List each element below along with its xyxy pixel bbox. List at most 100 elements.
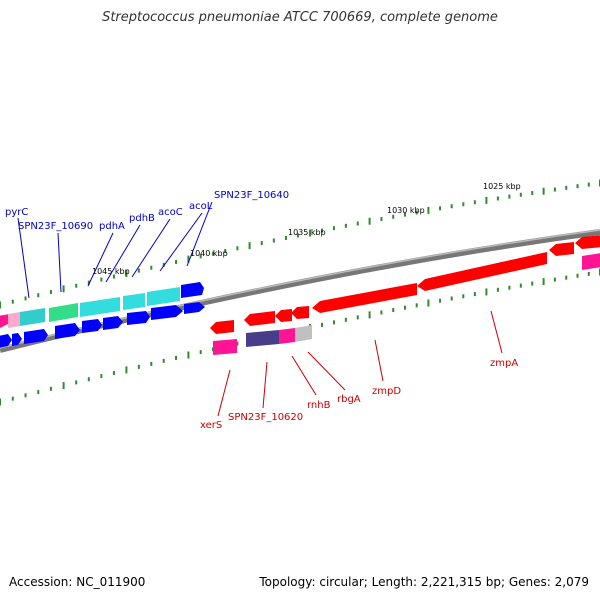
gene-arrow[interactable] — [213, 339, 237, 355]
scale-tick — [272, 238, 275, 243]
gene-arrow[interactable] — [49, 303, 78, 322]
scale-tick — [199, 254, 202, 259]
label-acoL[interactable]: acoL — [189, 201, 213, 212]
scale-tick — [576, 184, 579, 189]
scale-tick — [11, 299, 14, 304]
forward-genes-lower — [0, 302, 205, 348]
scale-tick — [332, 226, 335, 231]
scale-tick — [519, 283, 522, 288]
gene-arrow[interactable] — [312, 283, 417, 313]
scale-tick — [162, 262, 165, 267]
scale-tick — [380, 216, 383, 221]
forward-labels: pyrC SPN23F_10690 pdhA pdhB acoC acoL SP… — [5, 190, 289, 299]
scale-tick — [75, 283, 78, 288]
reverse-labels: xerS SPN23F_10620 rnhB rbgA zmpD zmpA — [200, 310, 518, 431]
scale-tick — [565, 185, 568, 190]
scale-tick — [332, 320, 335, 325]
scale-tick — [100, 374, 103, 379]
scale-tick — [450, 204, 453, 209]
gene-arrow[interactable] — [123, 293, 145, 310]
scale-tick — [344, 223, 347, 228]
scale-tick — [150, 265, 153, 270]
gene-arrow[interactable] — [127, 311, 150, 325]
scale-tick — [175, 259, 178, 264]
scale-tick — [320, 228, 323, 233]
scale-label-1040: 1040 kbp — [190, 249, 228, 258]
gene-arrow[interactable] — [20, 308, 45, 326]
scale-tick — [87, 377, 90, 382]
outer-tick-row — [0, 179, 600, 309]
reverse-genes-lower — [213, 253, 600, 355]
scale-tick — [531, 281, 534, 286]
scale-tick — [565, 275, 568, 280]
gene-arrow[interactable] — [82, 319, 102, 333]
scale-tick — [462, 294, 465, 299]
gene-arrow[interactable] — [279, 328, 295, 344]
scale-label-1035: 1035 kbp — [288, 228, 326, 237]
scale-tick — [296, 233, 299, 238]
scale-tick — [112, 370, 115, 375]
label-pdhA[interactable]: pdhA — [99, 221, 125, 232]
reverse-genes-upper — [210, 235, 600, 334]
gene-arrow[interactable] — [151, 305, 183, 320]
gene-arrow[interactable] — [103, 316, 123, 330]
gene-arrow[interactable] — [575, 235, 600, 249]
label-zmpA[interactable]: zmpA — [490, 358, 518, 369]
scale-tick — [344, 317, 347, 322]
gene-arrow[interactable] — [244, 311, 275, 326]
gene-arrow[interactable] — [0, 334, 12, 348]
gene-arrow[interactable] — [184, 302, 205, 314]
scale-tick — [462, 202, 465, 207]
label-zmpD[interactable]: zmpD — [372, 386, 401, 397]
scale-tick — [473, 200, 476, 205]
scale-tick — [496, 287, 499, 292]
scale-tick — [439, 298, 442, 303]
scale-tick — [37, 390, 40, 395]
label-pdhB[interactable]: pdhB — [129, 213, 155, 224]
gene-arrow[interactable] — [55, 323, 80, 339]
scale-tick — [368, 217, 371, 225]
scale-tick — [553, 277, 556, 282]
scale-tick — [137, 268, 140, 273]
scale-tick — [320, 322, 323, 327]
scale-tick — [576, 273, 579, 278]
scale-label-1025: 1025 kbp — [483, 182, 521, 191]
scale-tick — [439, 206, 442, 211]
label-SPN23F_10690[interactable]: SPN23F_10690 — [18, 221, 93, 232]
scale-tick — [519, 192, 522, 197]
gene-arrow[interactable] — [246, 330, 279, 347]
gene-arrow[interactable] — [417, 252, 547, 291]
scale-tick — [175, 355, 178, 360]
gene-arrow[interactable] — [80, 297, 120, 317]
scale-tick — [137, 364, 140, 369]
gene-arrow[interactable] — [181, 282, 204, 298]
gene-arrow[interactable] — [295, 325, 312, 342]
label-pyrC[interactable]: pyrC — [5, 207, 28, 218]
gene-arrow[interactable] — [291, 306, 309, 319]
scale-tick — [542, 187, 545, 195]
scale-tick — [187, 255, 190, 263]
scale-tick — [236, 246, 239, 251]
scale-tick — [553, 187, 556, 192]
gene-arrow[interactable] — [582, 253, 600, 270]
gene-arrow[interactable] — [12, 333, 22, 346]
label-rbgA[interactable]: rbgA — [337, 394, 361, 405]
scale-tick — [392, 214, 395, 219]
scale-tick — [11, 396, 14, 401]
label-acoC[interactable]: acoC — [158, 207, 183, 218]
label-SPN23F_10620[interactable]: SPN23F_10620 — [228, 412, 303, 423]
gene-arrow[interactable] — [210, 320, 234, 334]
gene-arrow[interactable] — [24, 329, 48, 344]
gene-arrow[interactable] — [549, 242, 574, 256]
scale-tick — [309, 229, 311, 237]
label-xerS[interactable]: xerS — [200, 420, 222, 431]
label-SPN23F_10640[interactable]: SPN23F_10640 — [214, 190, 289, 201]
label-rnhB[interactable]: rnhB — [307, 400, 331, 411]
gene-arrow[interactable] — [8, 312, 20, 328]
gene-arrow[interactable] — [275, 309, 292, 322]
scale-tick — [485, 288, 488, 296]
scale-tick — [125, 270, 128, 278]
scale-tick — [587, 271, 590, 276]
scale-tick — [0, 398, 1, 406]
gene-arrow[interactable] — [147, 287, 180, 306]
